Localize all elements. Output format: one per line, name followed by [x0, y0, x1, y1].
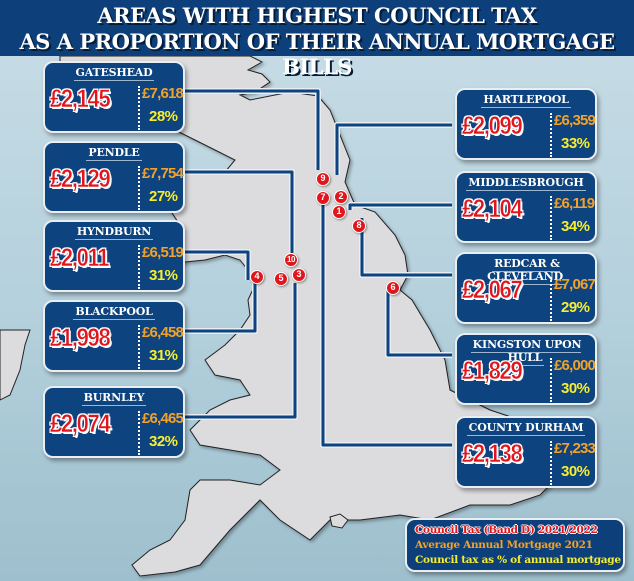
area-name: BLACKPOOL: [73, 305, 155, 320]
mortgage-value: £7,233: [554, 440, 596, 457]
map-marker-3[interactable]: 3: [292, 268, 306, 282]
mortgage-value: £6,359: [554, 112, 596, 129]
area-card-gateshead[interactable]: GATESHEAD £2,145 £7,618 28%: [43, 61, 185, 133]
percent-value: 30%: [561, 380, 590, 397]
area-card-redcar-cleveland[interactable]: REDCAR & CLEVELAND £2,067 £7,067 29%: [455, 252, 597, 324]
map-marker-1[interactable]: 1: [332, 205, 346, 219]
area-card-burnley[interactable]: BURNLEY £2,074 £6,465 32%: [43, 386, 185, 458]
area-card-county-durham[interactable]: COUNTY DURHAM £2,138 £7,233 30%: [455, 416, 597, 488]
area-name: COUNTY DURHAM: [466, 421, 586, 436]
area-card-hartlepool[interactable]: HARTLEPOOL £2,099 £6,359 33%: [455, 88, 597, 160]
mortgage-value: £7,067: [554, 276, 596, 293]
divider: [138, 86, 140, 130]
legend-percent: Council tax as % of annual mortgage: [415, 554, 621, 566]
council-tax-value: £2,138: [462, 440, 523, 469]
divider: [550, 113, 552, 157]
divider: [550, 441, 552, 485]
mortgage-value: £6,458: [142, 324, 184, 341]
area-card-blackpool[interactable]: BLACKPOOL £1,998 £6,458 31%: [43, 300, 185, 372]
map-marker-2[interactable]: 2: [334, 190, 348, 204]
area-name: MIDDLESBROUGH: [466, 176, 586, 191]
council-tax-value: £2,145: [50, 85, 111, 114]
area-card-middlesbrough[interactable]: MIDDLESBROUGH £2,104 £6,119 34%: [455, 171, 597, 243]
connector-lines: [180, 88, 452, 448]
area-card-hyndburn[interactable]: HYNDBURN £2,011 £6,519 31%: [43, 220, 185, 292]
divider: [550, 196, 552, 240]
england-map: [0, 56, 561, 577]
map-marker-4[interactable]: 4: [250, 270, 264, 284]
area-name: PENDLE: [86, 146, 142, 161]
mortgage-value: £6,519: [142, 244, 184, 261]
divider: [138, 411, 140, 455]
isle-of-wight: [329, 513, 349, 529]
mortgage-value: £6,465: [142, 410, 184, 427]
legend-mortgage: Average Annual Mortgage 2021: [415, 539, 593, 551]
percent-value: 27%: [149, 188, 178, 205]
percent-value: 28%: [149, 108, 178, 125]
divider: [550, 358, 552, 402]
mortgage-value: £6,119: [554, 195, 595, 212]
council-tax-value: £1,829: [462, 357, 523, 386]
landmass-wales-coast: [0, 329, 31, 401]
legend-council-tax: Council Tax (Band D) 2021/2022: [415, 524, 598, 536]
divider: [138, 245, 140, 289]
mortgage-value: £7,754: [142, 165, 184, 182]
map-marker-8[interactable]: 8: [352, 219, 366, 233]
percent-value: 31%: [149, 347, 178, 364]
council-tax-value: £2,074: [50, 410, 111, 439]
area-name: GATESHEAD: [73, 66, 155, 81]
divider: [550, 277, 552, 321]
area-card-pendle[interactable]: PENDLE £2,129 £7,754 27%: [43, 141, 185, 213]
council-tax-value: £2,067: [462, 276, 523, 305]
divider: [138, 166, 140, 210]
council-tax-value: £2,129: [50, 165, 111, 194]
council-tax-value: £2,104: [462, 195, 523, 224]
area-name: REDCAR & CLEVELAND: [487, 257, 565, 285]
area-name: HARTLEPOOL: [481, 93, 571, 108]
title-banner: AREAS WITH HIGHEST COUNCIL TAX AS A PROP…: [0, 0, 634, 79]
map-marker-5[interactable]: 5: [274, 272, 288, 286]
map-marker-7[interactable]: 7: [316, 191, 330, 205]
council-tax-value: £1,998: [50, 324, 111, 353]
map-marker-9[interactable]: 9: [316, 172, 330, 186]
map-marker-6[interactable]: 6: [386, 281, 400, 295]
area-name: BURNLEY: [81, 391, 147, 406]
percent-value: 30%: [561, 463, 590, 480]
council-tax-value: £2,011: [50, 244, 110, 273]
percent-value: 32%: [149, 433, 178, 450]
area-card-kingston-upon-hull[interactable]: KINGSTON UPON HULL £1,829 £6,000 30%: [455, 333, 597, 405]
percent-value: 34%: [561, 218, 590, 235]
area-name: HYNDBURN: [74, 225, 154, 240]
divider: [138, 325, 140, 369]
mortgage-value: £7,618: [142, 85, 184, 102]
map-marker-10[interactable]: 10: [284, 253, 298, 267]
legend: Council Tax (Band D) 2021/2022 Average A…: [405, 518, 625, 572]
mortgage-value: £6,000: [554, 357, 596, 374]
title-line-1: AREAS WITH HIGHEST COUNCIL TAX: [97, 3, 537, 28]
percent-value: 31%: [149, 267, 178, 284]
title-line-2: AS A PROPORTION OF THEIR ANNUAL MORTGAGE…: [19, 29, 615, 79]
percent-value: 29%: [561, 299, 590, 316]
percent-value: 33%: [561, 135, 590, 152]
council-tax-value: £2,099: [462, 112, 523, 141]
area-name: KINGSTON UPON HULL: [470, 338, 582, 366]
